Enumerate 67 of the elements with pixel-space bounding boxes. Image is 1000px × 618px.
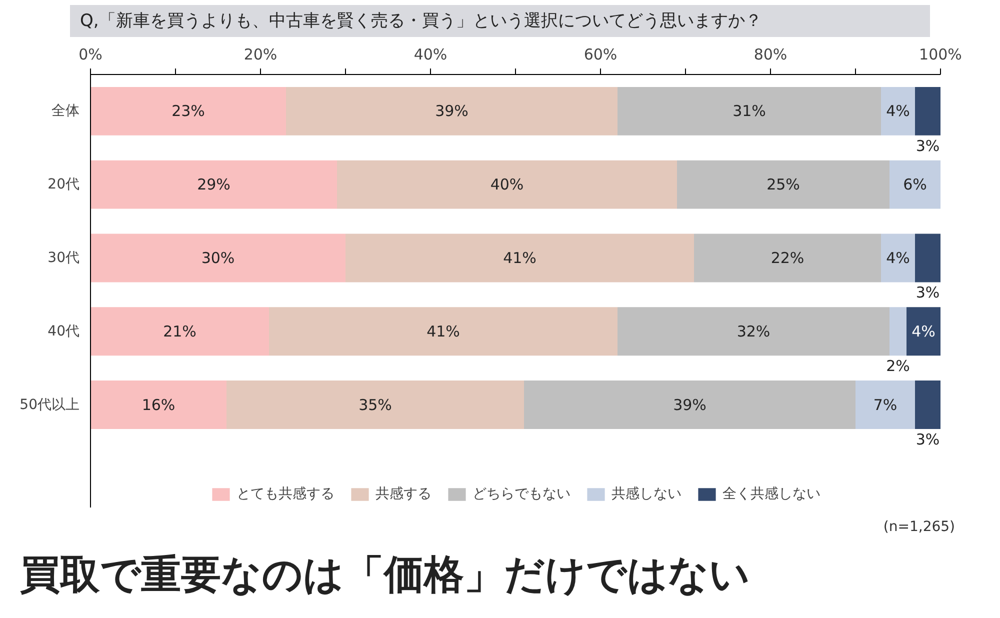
- data-label: 16%: [142, 396, 176, 414]
- bar: [890, 160, 940, 210]
- x-tick-label: 80%: [754, 46, 788, 64]
- legend-label: とても共感する: [236, 485, 334, 504]
- data-label: 29%: [197, 176, 230, 194]
- bar: [90, 160, 337, 210]
- bar: [915, 87, 940, 136]
- data-label: 2%: [886, 357, 910, 376]
- bar: [890, 307, 906, 356]
- y-tick-label: 40代: [48, 324, 80, 340]
- data-label: 6%: [903, 176, 927, 194]
- y-tick-label: 50代以上: [20, 397, 80, 414]
- y-tick-label: 全体: [52, 103, 80, 120]
- bar: [618, 307, 890, 356]
- bar: [915, 380, 940, 430]
- data-label: 4%: [886, 102, 910, 120]
- bar: [915, 234, 940, 282]
- bar: [694, 234, 881, 282]
- legend-label: 共感する: [376, 485, 432, 504]
- data-label: 25%: [766, 176, 800, 194]
- data-label: 39%: [673, 396, 706, 414]
- bar: [346, 234, 694, 282]
- data-label: 3%: [916, 137, 940, 156]
- data-label: 35%: [358, 396, 392, 414]
- bar: [618, 87, 881, 136]
- legend-label: どちらでもない: [472, 485, 570, 504]
- data-label: 39%: [435, 102, 468, 120]
- chart-title: Q,「新車を買うよりも、中古車を賢く売る・買う」という選択についてどう思いますか？: [80, 10, 762, 33]
- x-tick-label: 100%: [919, 46, 962, 64]
- legend-label: 全く共感しない: [722, 485, 820, 504]
- legend-label: 共感しない: [612, 485, 682, 504]
- data-label: 4%: [886, 249, 910, 268]
- data-label: 32%: [736, 322, 770, 341]
- data-label: 22%: [770, 249, 804, 268]
- x-tick-label: 20%: [244, 46, 278, 64]
- data-label: 4%: [912, 322, 936, 341]
- bar: [90, 87, 286, 136]
- text: (n=1,265): [883, 518, 955, 538]
- x-tick-label: 40%: [414, 46, 448, 64]
- bar: [90, 380, 226, 430]
- bar: [856, 380, 915, 430]
- bar: [881, 234, 915, 282]
- data-label: 31%: [732, 102, 766, 120]
- bar: [226, 380, 524, 430]
- y-tick-label: 30代: [48, 250, 80, 266]
- y-tick-label: 20代: [48, 176, 80, 193]
- data-label: 40%: [490, 176, 524, 194]
- bar: [269, 307, 618, 356]
- data-label: 41%: [426, 322, 460, 341]
- x-tick-label: 0%: [78, 46, 102, 64]
- bar: [524, 380, 856, 430]
- data-label: 23%: [172, 102, 205, 120]
- bar: [906, 307, 940, 356]
- data-label: 7%: [873, 396, 898, 414]
- data-label: 30%: [201, 249, 235, 268]
- x-tick-label: 60%: [584, 46, 618, 64]
- bar: [90, 307, 269, 356]
- bar: [881, 87, 915, 136]
- bar: [337, 160, 677, 210]
- bar: [677, 160, 890, 210]
- bar: [90, 234, 346, 282]
- data-label: 3%: [916, 430, 940, 449]
- data-label: 3%: [916, 284, 940, 302]
- text: 買取で重要なのは「価格」だけではない: [20, 551, 750, 600]
- data-label: 21%: [163, 322, 196, 341]
- data-label: 41%: [503, 249, 536, 268]
- bar: [286, 87, 618, 136]
